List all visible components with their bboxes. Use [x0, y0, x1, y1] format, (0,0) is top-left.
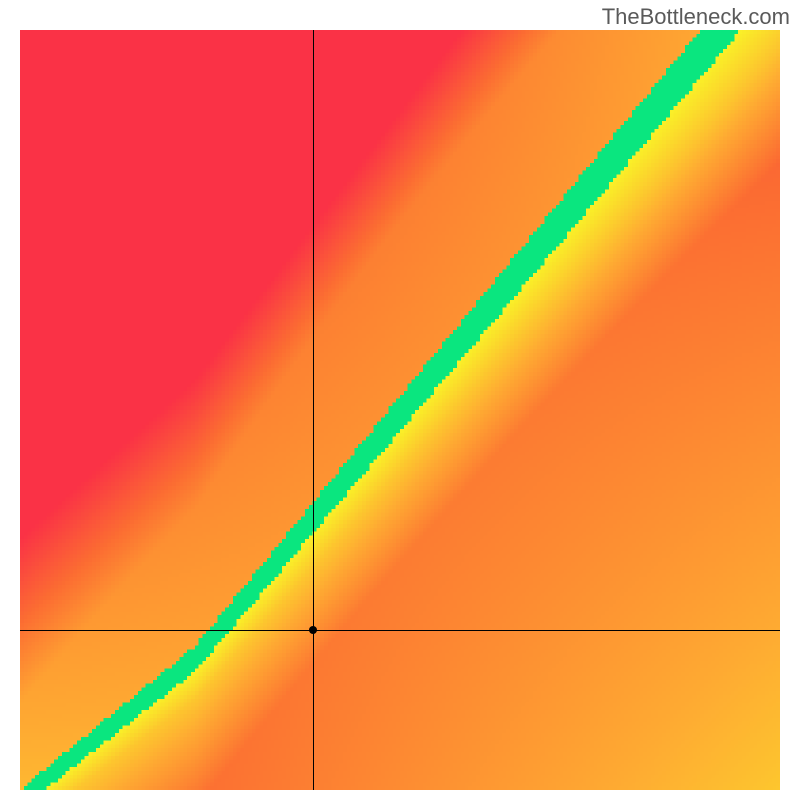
- crosshair-marker: [309, 626, 317, 634]
- crosshair-vertical: [313, 30, 314, 790]
- plot-area: [20, 30, 780, 790]
- heatmap-canvas: [20, 30, 780, 790]
- chart-container: TheBottleneck.com: [0, 0, 800, 800]
- crosshair-horizontal: [20, 630, 780, 631]
- watermark-text: TheBottleneck.com: [602, 4, 790, 30]
